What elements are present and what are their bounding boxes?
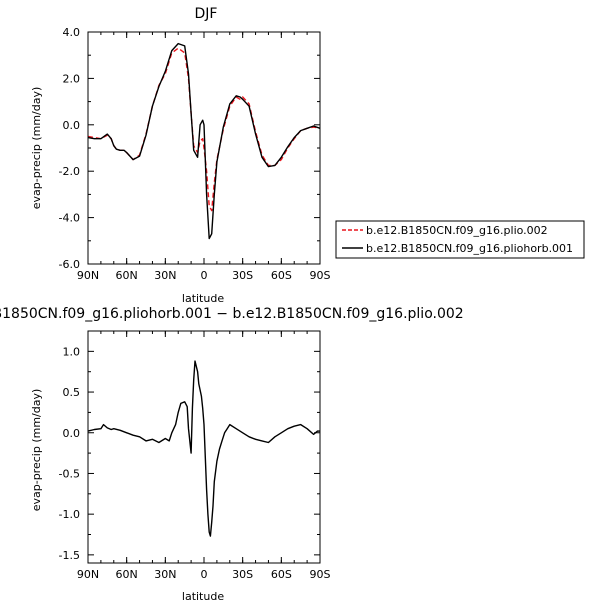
chart-bottom-x-tick-label: 60S <box>271 568 292 581</box>
chart-bottom-title: b.e12.B1850CN.f09_g16.pliohorb.001 − b.e… <box>0 306 464 322</box>
chart-bottom-frame <box>87 330 321 564</box>
chart-bottom-x-tick-label: 0 <box>201 568 208 581</box>
chart-top-y-tick-label: 0.0 <box>63 119 81 132</box>
chart-top-y-tick-label: 2.0 <box>63 72 81 85</box>
chart-bottom-y-tick-label: 0.0 <box>63 427 81 440</box>
chart-top-x-tick-label: 60S <box>271 269 292 282</box>
legend-label-pliohorb: b.e12.B1850CN.f09_g16.pliohorb.001 <box>366 242 573 255</box>
chart-top-x-axis-label: latitude <box>182 292 224 305</box>
chart-bottom-x-axis-label: latitude <box>182 590 224 603</box>
chart-top-plot-area: 90N 60N 30N 0 30S 60S 90S 4.0 2.0 0.0 -2.0 -4.0 -6.0 <box>59 26 331 282</box>
chart-bottom-x-tick-label: 30S <box>232 568 253 581</box>
chart-top-x-tick-label: 30N <box>154 269 176 282</box>
chart-top-series-1 <box>87 42 321 240</box>
chart-bottom-x-tick-label: 90N <box>77 568 99 581</box>
chart-top: DJF 90N 60N 30N 0 30S 60S 90S 4.0 2.0 0.0 -2.0 -4.0… <box>30 6 331 305</box>
chart-top-x-tick-label: 90N <box>77 269 99 282</box>
chart-top-y-tick-label: 4.0 <box>63 26 81 39</box>
chart-bottom-y-tick-label: 0.5 <box>63 386 81 399</box>
chart-bottom-x-tick-label: 90S <box>310 568 331 581</box>
chart-bottom-y-tick-label: -1.5 <box>59 549 80 562</box>
chart-bottom-series-0 <box>87 360 320 537</box>
chart-bottom-y-tick-label: 1.0 <box>63 345 81 358</box>
chart-top-y-tick-label: -6.0 <box>59 258 80 271</box>
chart-bottom-x-tick-label: 30N <box>154 568 176 581</box>
legend-label-plio: b.e12.B1850CN.f09_g16.plio.002 <box>366 224 548 237</box>
chart-bottom-x-tick-label: 60N <box>116 568 138 581</box>
legend: b.e12.B1850CN.f09_g16.plio.002 b.e12.B18… <box>335 220 585 259</box>
chart-top-title: DJF <box>195 6 218 22</box>
chart-top-x-tick-label: 90S <box>310 269 331 282</box>
chart-top-x-tick-label: 30S <box>232 269 253 282</box>
chart-bottom-y-axis-label: evap-precip (mm/day) <box>30 389 43 512</box>
chart-top-x-tick-label: 60N <box>116 269 138 282</box>
legend-box <box>335 220 585 259</box>
chart-bottom: b.e12.B1850CN.f09_g16.pliohorb.001 − b.e… <box>0 306 464 603</box>
chart-top-y-tick-label: -2.0 <box>59 165 80 178</box>
chart-top-y-tick-label: -4.0 <box>59 212 80 225</box>
chart-bottom-plot-area: 90N 60N 30N 0 30S 60S 90S 1.0 0.5 0.0 -0.5 -1.0 -1.5 <box>59 330 331 581</box>
chart-bottom-y-tick-label: -0.5 <box>59 467 80 480</box>
chart-top-y-axis-label: evap-precip (mm/day) <box>30 87 43 210</box>
chart-top-x-tick-label: 0 <box>201 269 208 282</box>
chart-bottom-y-tick-label: -1.0 <box>59 508 80 521</box>
